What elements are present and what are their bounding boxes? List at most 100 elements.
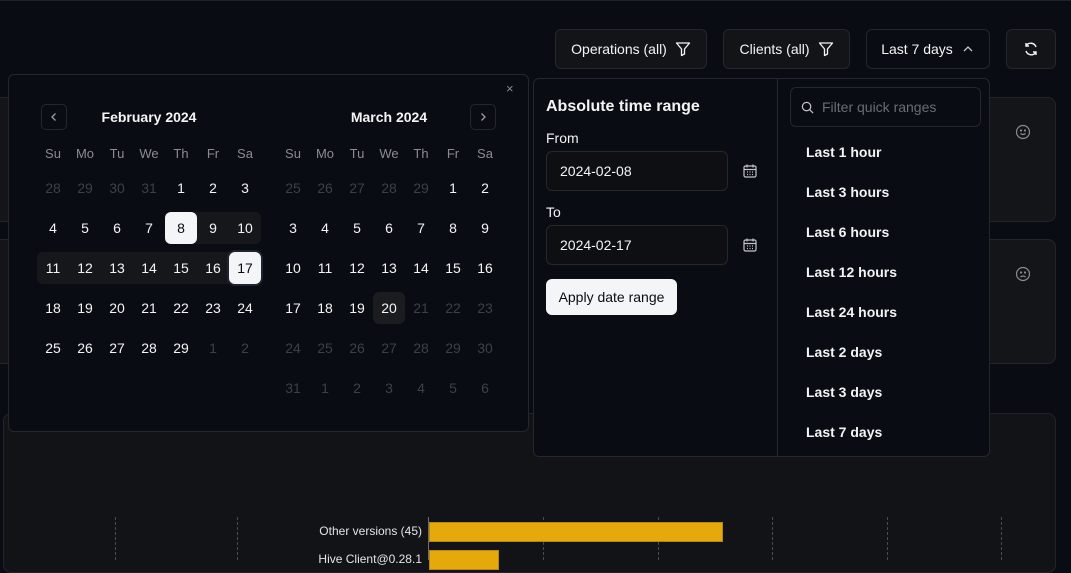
previous-month-button[interactable] xyxy=(41,104,67,130)
calendar-day[interactable]: 26 xyxy=(349,340,365,356)
calendar-icon[interactable] xyxy=(742,163,758,179)
calendar-day[interactable]: 6 xyxy=(481,380,489,396)
calendar-day[interactable]: 28 xyxy=(45,180,61,196)
calendar-day[interactable]: 23 xyxy=(205,300,221,316)
calendar-day[interactable]: 6 xyxy=(113,220,121,236)
calendar-day[interactable]: 16 xyxy=(205,260,221,276)
calendar-day[interactable]: 6 xyxy=(385,220,393,236)
calendar-day[interactable]: 13 xyxy=(381,260,397,276)
calendar-day[interactable]: 26 xyxy=(317,180,333,196)
quick-range-item[interactable]: Last 3 hours xyxy=(806,184,890,200)
calendar-day[interactable]: 12 xyxy=(77,260,93,276)
calendar-day[interactable]: 2 xyxy=(353,380,361,396)
from-date-input[interactable]: 2024-02-08 xyxy=(546,151,728,191)
calendar-day[interactable]: 1 xyxy=(209,340,217,356)
calendar-day[interactable]: 25 xyxy=(45,340,61,356)
calendar-day[interactable]: 1 xyxy=(177,180,185,196)
calendar-day[interactable]: 30 xyxy=(109,180,125,196)
calendar-day[interactable]: 15 xyxy=(173,260,189,276)
calendar-day[interactable]: 23 xyxy=(477,300,493,316)
calendar-day[interactable]: 17 xyxy=(285,300,301,316)
calendar-day[interactable]: 24 xyxy=(285,340,301,356)
apply-date-range-button[interactable]: Apply date range xyxy=(546,279,677,315)
calendar-day[interactable]: 19 xyxy=(77,300,93,316)
calendar-day[interactable]: 14 xyxy=(413,260,429,276)
close-button[interactable]: × xyxy=(506,81,514,96)
calendar-day[interactable]: 9 xyxy=(481,220,489,236)
chart-bar[interactable] xyxy=(429,550,499,570)
calendar-day[interactable]: 25 xyxy=(317,340,333,356)
calendar-day[interactable]: 19 xyxy=(349,300,365,316)
calendar-day[interactable]: 11 xyxy=(317,260,333,276)
calendar-day[interactable]: 22 xyxy=(445,300,461,316)
calendar-day[interactable]: 28 xyxy=(413,340,429,356)
calendar-day[interactable]: 22 xyxy=(173,300,189,316)
quick-range-item[interactable]: Last 7 days xyxy=(806,424,883,440)
next-month-button[interactable] xyxy=(470,104,496,130)
to-date-input[interactable]: 2024-02-17 xyxy=(546,225,728,265)
calendar-day[interactable]: 27 xyxy=(109,340,125,356)
calendar-day[interactable]: 20 xyxy=(373,292,405,324)
calendar-day[interactable]: 4 xyxy=(49,220,57,236)
quick-range-item[interactable]: Last 1 hour xyxy=(806,144,882,160)
calendar-day[interactable]: 25 xyxy=(285,180,301,196)
calendar-day[interactable]: 4 xyxy=(417,380,425,396)
quick-range-search[interactable]: Filter quick ranges xyxy=(790,87,981,127)
calendar-day[interactable]: 17 xyxy=(229,252,261,284)
calendar-day[interactable]: 5 xyxy=(449,380,457,396)
calendar-day[interactable]: 28 xyxy=(381,180,397,196)
clients-filter-button[interactable]: Clients (all) xyxy=(723,29,850,69)
operations-filter-button[interactable]: Operations (all) xyxy=(555,29,707,69)
calendar-day[interactable]: 20 xyxy=(109,300,125,316)
quick-range-item[interactable]: Last 3 days xyxy=(806,384,883,400)
calendar-day[interactable]: 5 xyxy=(353,220,361,236)
calendar-day[interactable]: 10 xyxy=(237,220,253,236)
calendar-day[interactable]: 27 xyxy=(349,180,365,196)
calendar-day[interactable]: 30 xyxy=(477,340,493,356)
chart-bar[interactable] xyxy=(429,522,724,542)
calendar-day[interactable]: 7 xyxy=(417,220,425,236)
calendar-day[interactable]: 29 xyxy=(413,180,429,196)
calendar-day[interactable]: 11 xyxy=(45,260,61,276)
calendar-day[interactable]: 3 xyxy=(241,180,249,196)
calendar-day[interactable]: 21 xyxy=(141,300,157,316)
calendar-day[interactable]: 18 xyxy=(317,300,333,316)
calendar-day[interactable]: 3 xyxy=(385,380,393,396)
calendar-day[interactable]: 2 xyxy=(241,340,249,356)
quick-range-item[interactable]: Last 24 hours xyxy=(806,304,898,320)
calendar-day[interactable]: 29 xyxy=(445,340,461,356)
calendar-day[interactable]: 1 xyxy=(321,380,329,396)
calendar-day[interactable]: 29 xyxy=(77,180,93,196)
calendar-day[interactable]: 1 xyxy=(449,180,457,196)
calendar-day[interactable]: 24 xyxy=(237,300,253,316)
calendar-day[interactable]: 27 xyxy=(381,340,397,356)
date-range-button[interactable]: Last 7 days xyxy=(866,29,990,69)
calendar-day[interactable]: 26 xyxy=(77,340,93,356)
calendar-day[interactable]: 8 xyxy=(165,212,197,244)
calendar-icon[interactable] xyxy=(742,237,758,253)
calendar-day[interactable]: 16 xyxy=(477,260,493,276)
calendar-day[interactable]: 31 xyxy=(285,380,301,396)
calendar-day[interactable]: 21 xyxy=(413,300,429,316)
calendar-day[interactable]: 31 xyxy=(141,180,157,196)
calendar-day[interactable]: 10 xyxy=(285,260,301,276)
calendar-day[interactable]: 29 xyxy=(173,340,189,356)
calendar-day[interactable]: 14 xyxy=(141,260,157,276)
calendar-day[interactable]: 9 xyxy=(209,220,217,236)
quick-range-item[interactable]: Last 2 days xyxy=(806,344,883,360)
calendar-day[interactable]: 5 xyxy=(81,220,89,236)
quick-range-item[interactable]: Last 6 hours xyxy=(806,224,890,240)
refresh-button[interactable] xyxy=(1006,29,1056,69)
calendar-day[interactable]: 28 xyxy=(141,340,157,356)
calendar-day[interactable]: 4 xyxy=(321,220,329,236)
calendar-day[interactable]: 15 xyxy=(445,260,461,276)
calendar-day[interactable]: 18 xyxy=(45,300,61,316)
calendar-day[interactable]: 12 xyxy=(349,260,365,276)
calendar-day[interactable]: 2 xyxy=(209,180,217,196)
calendar-day[interactable]: 3 xyxy=(289,220,297,236)
calendar-day[interactable]: 2 xyxy=(481,180,489,196)
calendar-day[interactable]: 13 xyxy=(109,260,125,276)
quick-range-item[interactable]: Last 12 hours xyxy=(806,264,898,280)
calendar-day[interactable]: 7 xyxy=(145,220,153,236)
calendar-day[interactable]: 8 xyxy=(449,220,457,236)
